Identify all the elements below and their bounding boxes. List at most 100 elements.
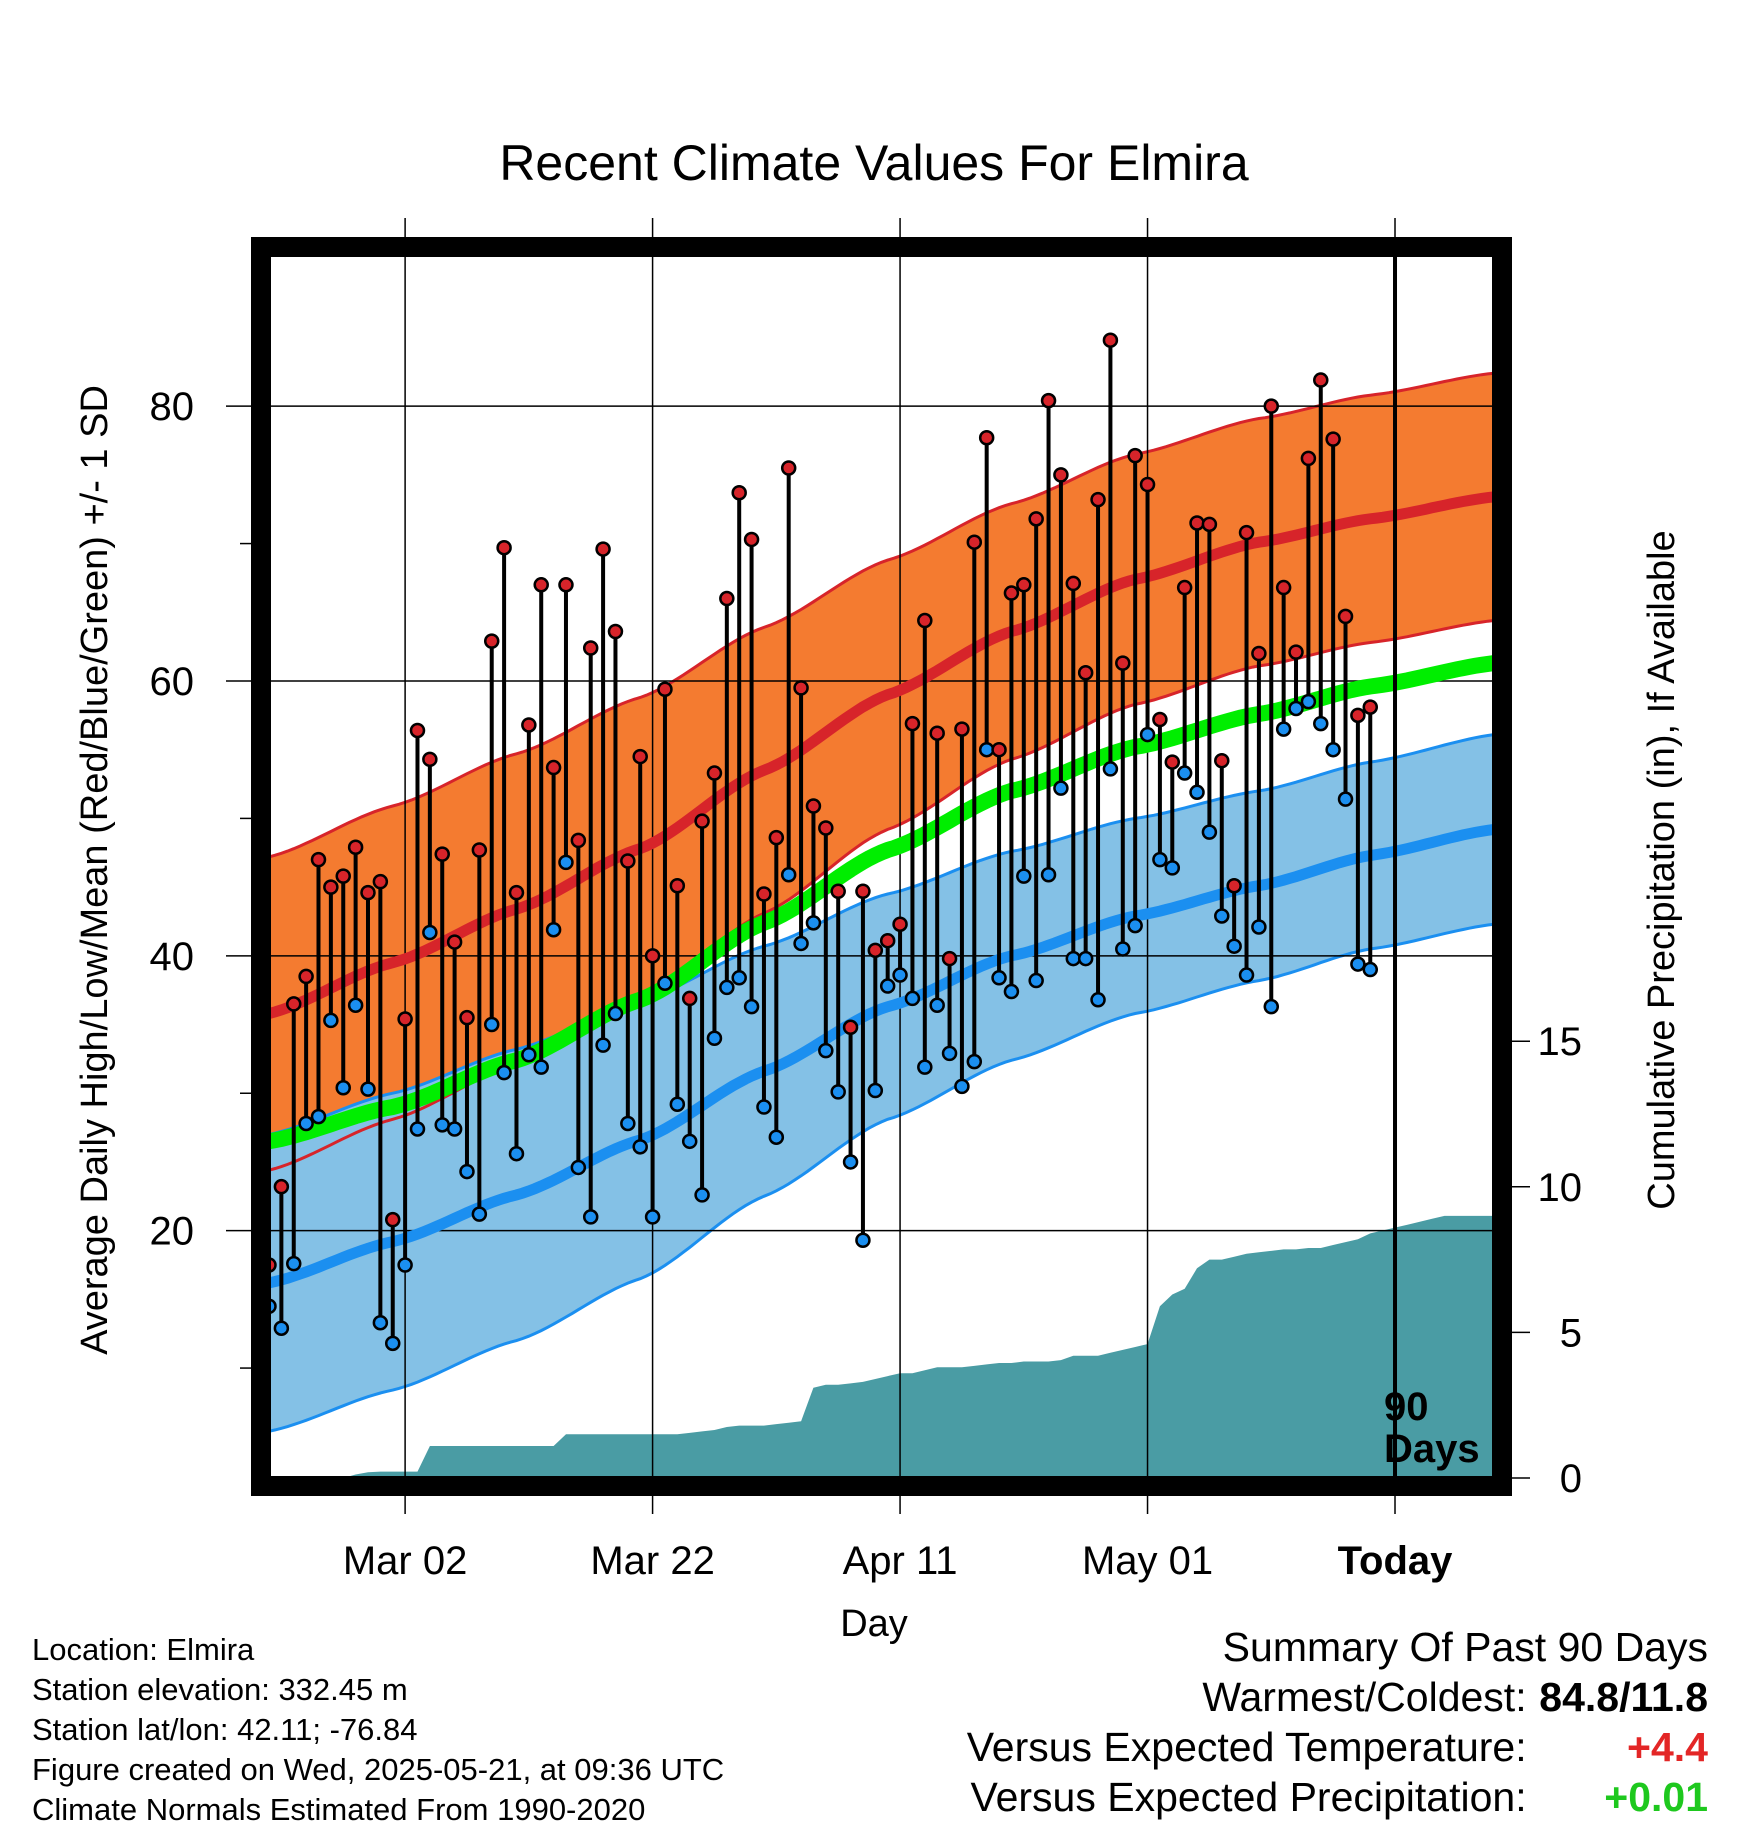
daily-low-point bbox=[471, 1206, 488, 1222]
x-tick-label: Mar 02 bbox=[343, 1539, 468, 1583]
daily-high-point bbox=[298, 968, 314, 985]
location-text: Location: Elmira bbox=[32, 1632, 255, 1667]
x-tick-label: May 01 bbox=[1082, 1539, 1213, 1583]
daily-low-point bbox=[335, 1079, 351, 1096]
daily-low-point bbox=[681, 1133, 698, 1150]
daily-high-point bbox=[335, 868, 351, 884]
daily-low-point bbox=[1016, 868, 1032, 884]
daily-high-point bbox=[1201, 516, 1218, 533]
daily-low-point bbox=[1164, 860, 1181, 876]
daily-high-point bbox=[347, 839, 364, 856]
daily-high-point bbox=[768, 829, 785, 846]
temp-anomaly-value: +4.4 bbox=[1627, 1724, 1708, 1770]
daily-high-point bbox=[917, 612, 933, 629]
daily-low-point bbox=[694, 1187, 710, 1203]
daily-low-point bbox=[1102, 761, 1119, 777]
daily-low-point bbox=[929, 997, 945, 1014]
latlon-text: Station lat/lon: 42.11; -76.84 bbox=[32, 1712, 418, 1747]
daily-low-point bbox=[1139, 726, 1156, 743]
daily-high-point bbox=[508, 884, 525, 901]
daily-low-point bbox=[917, 1059, 933, 1075]
low-sd-lower-edge bbox=[268, 922, 1495, 1433]
daily-high-point bbox=[545, 759, 562, 776]
daily-high-point bbox=[719, 590, 735, 607]
today-marker-label-line1: 90 bbox=[1384, 1385, 1429, 1429]
low-sd-upper-edge bbox=[268, 733, 1495, 1136]
daily-low-point bbox=[1362, 961, 1379, 978]
daily-high-point bbox=[842, 1019, 859, 1036]
daily-high-point bbox=[1139, 476, 1156, 493]
daily-high-point bbox=[372, 873, 389, 890]
daily-low-point bbox=[1300, 693, 1317, 710]
daily-high-point bbox=[978, 430, 995, 446]
daily-high-point bbox=[285, 996, 302, 1012]
daily-low-point bbox=[273, 1320, 290, 1336]
daily-high-point bbox=[595, 541, 611, 557]
daily-low-point bbox=[1152, 851, 1168, 868]
daily-low-point bbox=[310, 1108, 327, 1125]
warmest-coldest-label: Warmest/Coldest: bbox=[1202, 1674, 1527, 1720]
daily-low-point bbox=[669, 1096, 686, 1112]
daily-high-point bbox=[483, 633, 500, 649]
daily-high-point bbox=[867, 942, 884, 959]
daily-high-point bbox=[422, 751, 438, 768]
daily-low-point bbox=[298, 1115, 314, 1132]
daily-high-point bbox=[1152, 711, 1168, 728]
chart-title: Recent Climate Values For Elmira bbox=[499, 135, 1249, 191]
daily-high-point bbox=[1016, 577, 1032, 593]
today-marker-label-line2: Days bbox=[1384, 1427, 1480, 1471]
daily-low-point bbox=[397, 1257, 413, 1273]
x-tick-label: Apr 11 bbox=[843, 1539, 958, 1583]
daily-low-point bbox=[1040, 866, 1057, 883]
daily-low-point bbox=[620, 1115, 636, 1132]
daily-low-point bbox=[459, 1163, 475, 1180]
daily-low-point bbox=[1127, 917, 1143, 934]
y2-tick-label: 10 bbox=[1538, 1166, 1583, 1210]
daily-high-point bbox=[570, 832, 587, 849]
daily-low-point bbox=[1065, 950, 1082, 967]
daily-low-point bbox=[1115, 941, 1131, 957]
summary-heading: Summary Of Past 90 Days bbox=[1222, 1624, 1708, 1670]
daily-low-point bbox=[582, 1209, 599, 1225]
daily-high-point bbox=[1028, 511, 1044, 527]
daily-high-point bbox=[607, 623, 624, 640]
daily-low-point bbox=[384, 1335, 401, 1352]
precip-anomaly-label: Versus Expected Precipitation: bbox=[970, 1774, 1527, 1820]
daily-low-point bbox=[1350, 956, 1366, 972]
daily-high-point bbox=[855, 883, 871, 899]
y-tick-label: 20 bbox=[150, 1210, 195, 1254]
y-tick-label: 80 bbox=[150, 385, 195, 429]
daily-high-point bbox=[681, 990, 698, 1007]
daily-high-point bbox=[657, 681, 673, 697]
temp-anomaly-label: Versus Expected Temperature: bbox=[966, 1724, 1527, 1770]
daily-high-point bbox=[620, 853, 636, 869]
daily-high-point bbox=[1251, 645, 1267, 662]
daily-high-point bbox=[409, 722, 426, 739]
daily-low-point bbox=[780, 866, 797, 883]
y-tick-label: 60 bbox=[150, 660, 195, 704]
daily-low-point bbox=[1189, 784, 1205, 801]
high-sd-band bbox=[269, 373, 1494, 1171]
daily-high-point bbox=[1337, 608, 1354, 625]
daily-low-point bbox=[545, 921, 562, 938]
daily-high-point bbox=[1090, 491, 1106, 508]
y2-tick-label: 5 bbox=[1560, 1311, 1582, 1355]
daily-low-point bbox=[1325, 741, 1341, 758]
x-tick-label: Mar 22 bbox=[590, 1539, 715, 1583]
daily-high-point bbox=[558, 577, 574, 593]
daily-low-point bbox=[595, 1037, 611, 1053]
daily-low-point bbox=[1077, 950, 1094, 967]
high-sd-upper-edge bbox=[268, 371, 1495, 859]
summary-panel: Summary Of Past 90 Days Warmest/Coldest:… bbox=[967, 1622, 1708, 1822]
daily-high-point bbox=[1053, 467, 1069, 483]
daily-low-point bbox=[855, 1232, 871, 1249]
daily-low-point bbox=[867, 1082, 884, 1099]
daily-low-point bbox=[422, 924, 438, 941]
daily-high-point bbox=[434, 846, 450, 862]
daily-low-point bbox=[533, 1059, 549, 1075]
daily-low-point bbox=[657, 975, 673, 992]
daily-low-point bbox=[719, 979, 735, 996]
daily-high-point bbox=[1065, 575, 1082, 592]
daily-high-point bbox=[1115, 655, 1131, 671]
x-tick-label: Today bbox=[1338, 1539, 1454, 1583]
